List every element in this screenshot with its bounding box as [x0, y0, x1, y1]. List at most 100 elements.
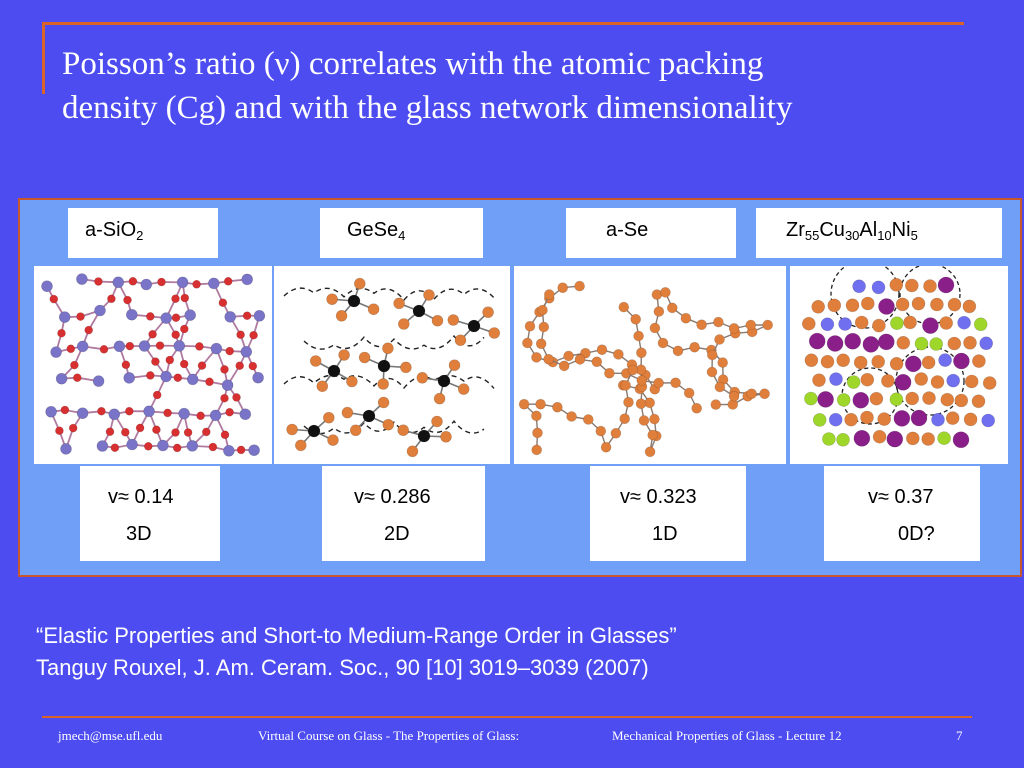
selenium-atom — [531, 410, 542, 422]
metal-atom — [929, 337, 943, 351]
selenium-atom — [537, 304, 548, 316]
metal-atom — [938, 353, 952, 367]
oxygen-atom — [57, 328, 66, 338]
metal-atom — [889, 277, 904, 292]
selenium-atom — [619, 413, 630, 424]
metal-atom — [937, 276, 955, 294]
metal-atom — [923, 279, 937, 293]
metal-atom — [881, 374, 895, 388]
oxygen-atom — [171, 428, 180, 437]
selenium-atom — [691, 403, 702, 414]
gese4-layer-illustration — [283, 277, 501, 458]
selenium-atom — [653, 306, 665, 317]
selenium-atom — [393, 297, 405, 310]
oxygen-atom — [97, 406, 106, 416]
germanium-atom — [327, 364, 341, 378]
selenium-atom — [538, 321, 550, 333]
silicon-atom — [96, 440, 109, 452]
metal-atom — [914, 372, 928, 386]
layer-boundary — [303, 420, 485, 435]
metal-atom — [836, 393, 851, 407]
selenium-atom — [644, 446, 656, 458]
selenium-atom — [610, 428, 622, 439]
silicon-atom — [160, 370, 172, 383]
metal-atom — [845, 298, 860, 313]
germanium-atom — [437, 374, 451, 388]
selenium-atom — [335, 309, 348, 322]
metal-atom — [844, 412, 858, 427]
structure-image-gese4 — [274, 266, 510, 464]
selenium-atom — [574, 280, 585, 292]
metal-atom — [972, 354, 986, 368]
germanium-atom — [347, 294, 361, 308]
selenium-atom — [346, 375, 358, 388]
silicon-atom — [92, 375, 105, 387]
structure-image-metallic-glass — [790, 266, 1008, 464]
metal-atom — [862, 336, 880, 353]
slide-title: Poisson’s ratio (ν) correlates with the … — [62, 42, 962, 130]
oxygen-atom — [110, 443, 120, 452]
silicon-atom — [76, 407, 89, 419]
germanium-atom — [307, 424, 321, 438]
metal-atom — [979, 336, 993, 351]
metal-atom — [804, 391, 818, 406]
selenium-atom — [710, 399, 722, 410]
selenium-atom — [454, 334, 467, 346]
selenium-atom — [635, 398, 647, 409]
metal-atom — [804, 353, 819, 368]
title-accent-line — [42, 22, 964, 25]
label-text: Ni — [891, 219, 911, 241]
oxygen-atom — [146, 312, 155, 321]
selenium-atom — [423, 289, 435, 301]
title-line-2: density (Cg) and with the glass network … — [62, 90, 793, 126]
metal-atom — [905, 391, 919, 406]
ase-chain-illustration — [518, 280, 773, 458]
metal-atom — [964, 374, 979, 389]
selenium-atom — [558, 360, 570, 372]
value-box-ase: v≈ 0.323 1D — [590, 466, 746, 561]
oxygen-atom — [105, 427, 115, 436]
metal-atom — [872, 318, 886, 333]
selenium-atom — [400, 361, 412, 374]
metal-atom — [853, 430, 871, 447]
network-dimensionality: 0D? — [898, 523, 935, 545]
selenium-atom — [382, 418, 395, 431]
value-box-gese4: v≈ 0.286 2D — [322, 466, 485, 561]
metal-atom — [963, 412, 978, 427]
oxygen-atom — [232, 393, 241, 402]
silicon-atom — [41, 280, 53, 293]
selenium-atom — [431, 415, 443, 428]
oxygen-atom — [208, 442, 218, 452]
value-box-sio2: v≈ 0.14 3D — [80, 466, 220, 561]
metal-atom — [877, 412, 891, 426]
silicon-atom — [186, 440, 199, 452]
selenium-atom — [574, 354, 586, 365]
oxygen-atom — [235, 361, 244, 370]
silicon-atom — [186, 373, 199, 386]
silicon-atom — [239, 408, 252, 420]
oxygen-atom — [125, 406, 134, 416]
title-accent-bar — [42, 22, 45, 94]
silicon-atom — [76, 273, 88, 285]
selenium-atom — [382, 342, 394, 355]
selenium-atom — [649, 413, 660, 425]
oxygen-atom — [49, 294, 59, 304]
metal-atom — [878, 333, 895, 351]
poisson-ratio: v≈ 0.286 — [354, 486, 431, 508]
germanium-atom — [362, 409, 376, 423]
selenium-atom — [354, 277, 366, 290]
metal-atom — [906, 431, 920, 446]
metal-atom — [922, 391, 936, 405]
metal-atom — [954, 393, 969, 408]
oxygen-atom — [236, 330, 245, 339]
metal-atom — [822, 432, 836, 446]
selenium-atom — [696, 319, 707, 331]
oxygen-atom — [152, 425, 161, 434]
selenium-atom — [613, 349, 624, 360]
oxygen-atom — [70, 360, 79, 370]
selenium-atom — [406, 445, 419, 458]
oxygen-atom — [195, 342, 204, 351]
germanium-atom — [467, 319, 481, 333]
label-subscript: 2 — [136, 228, 144, 243]
selenium-atom — [714, 334, 725, 345]
